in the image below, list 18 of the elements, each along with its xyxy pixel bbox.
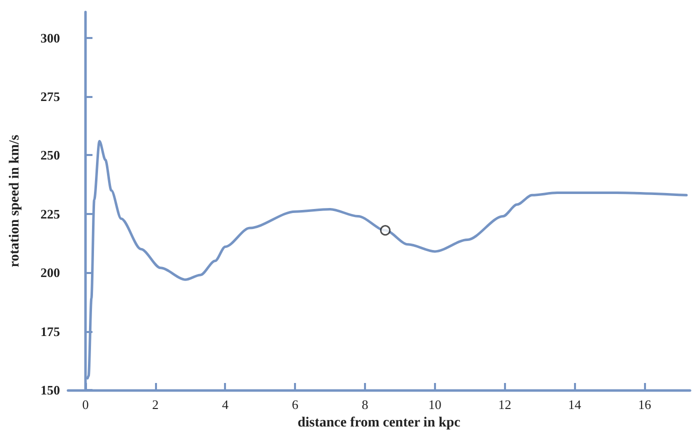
- x-tick-label: 8: [362, 397, 368, 412]
- y-tick-label: 250: [40, 148, 60, 163]
- x-tick-label: 16: [638, 397, 652, 412]
- x-axis-title: distance from center in kpc: [298, 416, 460, 430]
- x-tick-label: 4: [222, 397, 229, 412]
- y-tick-label: 225: [40, 206, 60, 222]
- x-tick-label: 0: [82, 397, 89, 412]
- x-tick-label: 2: [152, 397, 159, 412]
- y-tick-label: 200: [40, 265, 60, 280]
- x-tick-label: 10: [428, 397, 442, 412]
- x-tick-label: 12: [498, 397, 512, 412]
- y-tick-label: 150: [40, 382, 60, 398]
- y-tick-label: 175: [40, 324, 60, 339]
- y-tick-label: 275: [40, 89, 60, 104]
- y-axis-title: rotation speed in km/s: [8, 134, 22, 268]
- x-tick-label: 6: [292, 397, 299, 412]
- x-tick-label: 14: [568, 397, 582, 412]
- y-tick-label: 300: [40, 30, 60, 46]
